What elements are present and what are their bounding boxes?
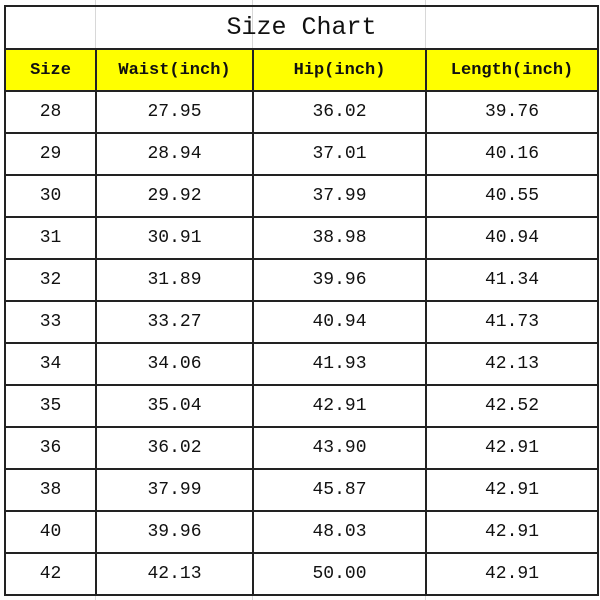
cell-size: 30 xyxy=(4,174,97,218)
header-row: Size Waist(inch) Hip(inch) Length(inch) xyxy=(4,48,600,92)
table-row: 35 35.04 42.91 42.52 xyxy=(4,384,600,428)
cell-size: 33 xyxy=(4,300,97,344)
cell-length: 42.91 xyxy=(424,426,600,470)
cell-waist: 28.94 xyxy=(95,132,254,176)
cell-hip: 37.01 xyxy=(252,132,427,176)
cell-size: 28 xyxy=(4,90,97,134)
cell-hip: 41.93 xyxy=(252,342,427,386)
table-row: 38 37.99 45.87 42.91 xyxy=(4,468,600,512)
column-header-hip: Hip(inch) xyxy=(252,48,427,92)
table-row: 29 28.94 37.01 40.16 xyxy=(4,132,600,176)
cell-hip: 50.00 xyxy=(252,552,427,596)
cell-length: 42.52 xyxy=(424,384,600,428)
table-row: 42 42.13 50.00 42.91 xyxy=(4,552,600,596)
cell-size: 34 xyxy=(4,342,97,386)
column-header-size: Size xyxy=(4,48,97,92)
size-chart-table: Size Chart Size Waist(inch) Hip(inch) Le… xyxy=(3,5,600,596)
cell-length: 40.94 xyxy=(424,216,600,260)
cell-waist: 35.04 xyxy=(95,384,254,428)
column-header-length: Length(inch) xyxy=(424,48,600,92)
cell-length: 42.91 xyxy=(424,468,600,512)
table-title: Size Chart xyxy=(3,5,600,50)
cell-length: 40.16 xyxy=(424,132,600,176)
cell-length: 41.73 xyxy=(424,300,600,344)
cell-hip: 39.96 xyxy=(252,258,427,302)
cell-waist: 37.99 xyxy=(95,468,254,512)
table-row: 34 34.06 41.93 42.13 xyxy=(4,342,600,386)
cell-hip: 48.03 xyxy=(252,510,427,554)
cell-size: 40 xyxy=(4,510,97,554)
cell-size: 38 xyxy=(4,468,97,512)
cell-waist: 34.06 xyxy=(95,342,254,386)
cell-size: 29 xyxy=(4,132,97,176)
cell-length: 40.55 xyxy=(424,174,600,218)
cell-waist: 30.91 xyxy=(95,216,254,260)
cell-waist: 36.02 xyxy=(95,426,254,470)
cell-size: 36 xyxy=(4,426,97,470)
cell-waist: 29.92 xyxy=(95,174,254,218)
cell-hip: 36.02 xyxy=(252,90,427,134)
cell-waist: 39.96 xyxy=(95,510,254,554)
table-row: 28 27.95 36.02 39.76 xyxy=(4,90,600,134)
table-row: 40 39.96 48.03 42.91 xyxy=(4,510,600,554)
cell-length: 41.34 xyxy=(424,258,600,302)
cell-waist: 31.89 xyxy=(95,258,254,302)
cell-length: 42.91 xyxy=(424,552,600,596)
table-row: 32 31.89 39.96 41.34 xyxy=(4,258,600,302)
table-row: 30 29.92 37.99 40.55 xyxy=(4,174,600,218)
cell-waist: 27.95 xyxy=(95,90,254,134)
cell-size: 32 xyxy=(4,258,97,302)
cell-hip: 42.91 xyxy=(252,384,427,428)
cell-length: 42.13 xyxy=(424,342,600,386)
cell-hip: 43.90 xyxy=(252,426,427,470)
column-header-waist: Waist(inch) xyxy=(95,48,254,92)
table-row: 36 36.02 43.90 42.91 xyxy=(4,426,600,470)
table-row: 33 33.27 40.94 41.73 xyxy=(4,300,600,344)
table-row: 31 30.91 38.98 40.94 xyxy=(4,216,600,260)
cell-size: 42 xyxy=(4,552,97,596)
cell-length: 39.76 xyxy=(424,90,600,134)
cell-hip: 37.99 xyxy=(252,174,427,218)
cell-hip: 45.87 xyxy=(252,468,427,512)
cell-hip: 38.98 xyxy=(252,216,427,260)
cell-size: 31 xyxy=(4,216,97,260)
cell-waist: 42.13 xyxy=(95,552,254,596)
cell-waist: 33.27 xyxy=(95,300,254,344)
cell-length: 42.91 xyxy=(424,510,600,554)
cell-size: 35 xyxy=(4,384,97,428)
cell-hip: 40.94 xyxy=(252,300,427,344)
